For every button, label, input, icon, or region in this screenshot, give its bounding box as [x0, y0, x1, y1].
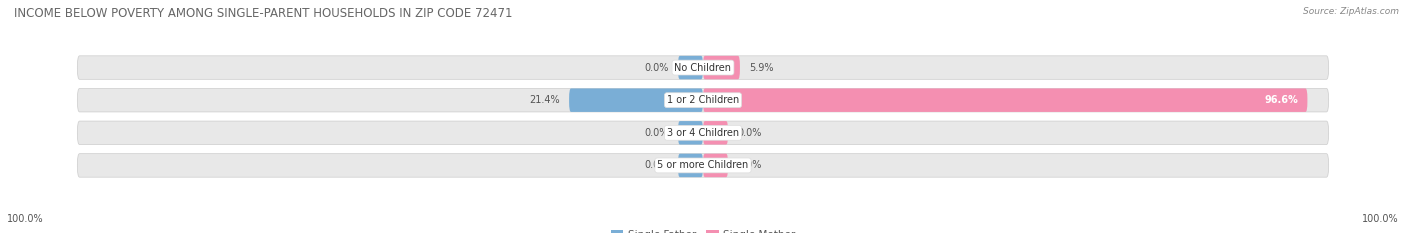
Text: No Children: No Children: [675, 63, 731, 72]
Text: 100.0%: 100.0%: [7, 214, 44, 224]
FancyBboxPatch shape: [703, 121, 728, 144]
FancyBboxPatch shape: [77, 89, 1329, 112]
FancyBboxPatch shape: [678, 121, 703, 144]
Text: 3 or 4 Children: 3 or 4 Children: [666, 128, 740, 138]
FancyBboxPatch shape: [77, 154, 1329, 177]
Text: INCOME BELOW POVERTY AMONG SINGLE-PARENT HOUSEHOLDS IN ZIP CODE 72471: INCOME BELOW POVERTY AMONG SINGLE-PARENT…: [14, 7, 513, 20]
Text: 0.0%: 0.0%: [644, 63, 669, 72]
Text: 1 or 2 Children: 1 or 2 Children: [666, 95, 740, 105]
Text: 0.0%: 0.0%: [644, 161, 669, 170]
FancyBboxPatch shape: [703, 89, 1308, 112]
Text: 5 or more Children: 5 or more Children: [658, 161, 748, 170]
Text: Source: ZipAtlas.com: Source: ZipAtlas.com: [1303, 7, 1399, 16]
FancyBboxPatch shape: [678, 154, 703, 177]
Legend: Single Father, Single Mother: Single Father, Single Mother: [607, 226, 799, 233]
FancyBboxPatch shape: [77, 56, 1329, 79]
FancyBboxPatch shape: [703, 56, 740, 79]
Text: 5.9%: 5.9%: [749, 63, 773, 72]
Text: 0.0%: 0.0%: [737, 128, 762, 138]
Text: 100.0%: 100.0%: [1362, 214, 1399, 224]
FancyBboxPatch shape: [569, 89, 703, 112]
FancyBboxPatch shape: [678, 56, 703, 79]
Text: 21.4%: 21.4%: [529, 95, 560, 105]
FancyBboxPatch shape: [77, 121, 1329, 144]
Text: 96.6%: 96.6%: [1264, 95, 1298, 105]
Text: 0.0%: 0.0%: [737, 161, 762, 170]
Text: 0.0%: 0.0%: [644, 128, 669, 138]
FancyBboxPatch shape: [703, 154, 728, 177]
